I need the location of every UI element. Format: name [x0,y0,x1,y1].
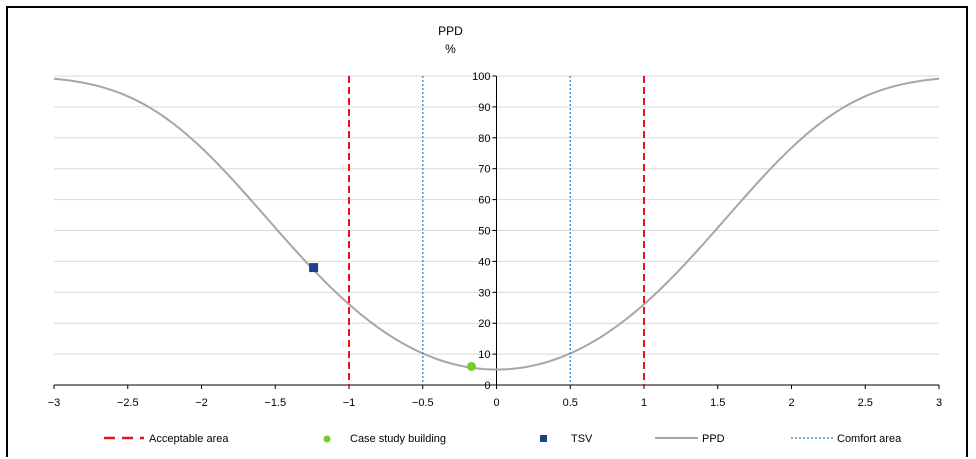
y-tick-label-0: 0 [484,380,490,392]
y-tick-label-3: 30 [478,287,490,299]
x-tick-label-8: 1 [641,397,647,409]
legend-tsv-label: TSV [571,433,593,445]
x-tick-label-3: −1.5 [264,397,286,409]
case-study-building-point-0 [466,361,476,371]
x-tick-label-2: −2 [195,397,208,409]
y-tick-label-1: 10 [478,349,490,361]
chart-frame: 0 10 20 30 40 50 60 70 80 90 100 PPD% −3 −2.5 −2 −1.5 −1… [6,6,968,457]
y-tick-label-6: 60 [478,195,490,207]
y-tick-label-7: 70 [478,164,490,176]
x-tick-label-5: −0.5 [412,397,434,409]
legend-acceptable-area-label: Acceptable area [149,433,229,445]
ppd-curve [53,77,940,371]
y-axis-title-line1: PPD [438,24,463,38]
x-tick-label-12: 3 [936,397,942,409]
x-tick-label-9: 1.5 [710,397,725,409]
x-tick-label-10: 2 [788,397,794,409]
x-tick-label-11: 2.5 [858,397,873,409]
y-tick-label-4: 40 [478,256,490,268]
x-tick-label-6: 0 [493,397,499,409]
y-tick-label-10: 100 [472,71,490,83]
x-tick-label-7: 0.5 [563,397,578,409]
legend-tsv-swatch [540,435,547,442]
x-tick-label-1: −2.5 [117,397,139,409]
legend-case-study-building-swatch [323,435,331,443]
legend-case-study-building-label: Case study building [350,433,446,445]
y-tick-label-5: 50 [478,226,490,238]
y-tick-label-8: 80 [478,133,490,145]
legend-ppd-label: PPD [702,433,725,445]
x-tick-label-4: −1 [343,397,356,409]
tsv-point-0 [309,263,319,273]
y-tick-label-2: 20 [478,318,490,330]
y-tick-label-9: 90 [478,102,490,114]
legend-comfort-area-label: Comfort area [837,433,902,445]
x-tick-label-0: −3 [48,397,61,409]
y-axis-title-line2: % [445,42,456,56]
